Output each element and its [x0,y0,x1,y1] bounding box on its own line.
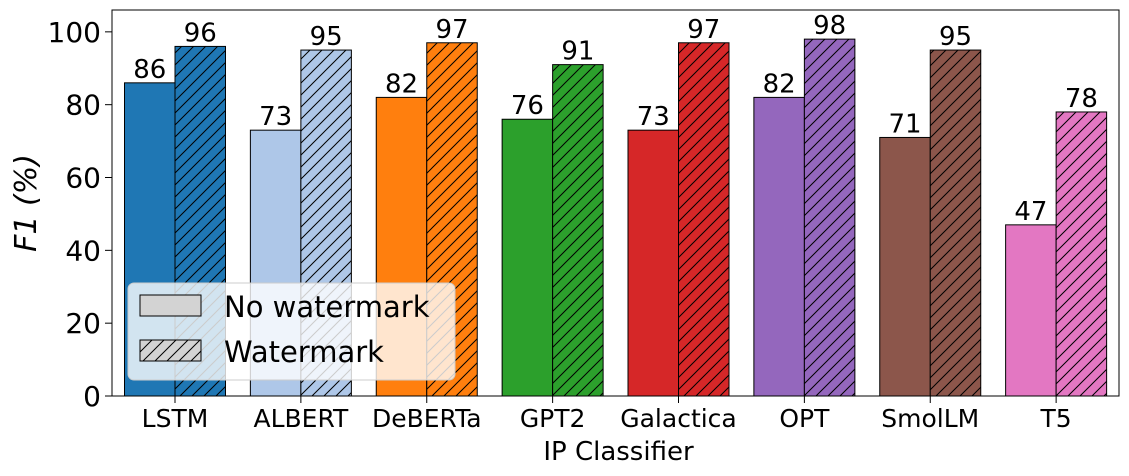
x-tick-label-opt: OPT [779,404,830,433]
bar-label-opt-no-watermark: 82 [763,69,796,99]
y-tick-label-100: 100 [48,16,101,49]
legend-label-watermark: Watermark [224,335,384,369]
bar-label-opt-watermark: 98 [813,11,846,41]
x-tick-label-smollm: SmolLM [881,404,979,433]
y-axis-ticks: 0 20 40 60 80 100 [48,16,112,413]
bar-hatch-t5-watermark [1056,111,1107,396]
bar-hatch-opt-watermark [804,39,855,396]
x-tick-label-deberta: DeBERTa [372,404,482,433]
bar-label-t5-watermark: 78 [1065,84,1098,114]
bar-label-deberta-watermark: 97 [435,15,468,45]
bar-label-smollm-watermark: 95 [939,22,972,52]
bar-galactica-no-watermark [627,129,679,397]
bar-label-galactica-watermark: 97 [687,15,720,45]
bar-hatch-gpt2-watermark [552,64,604,396]
bar-labels-group: 86 96 73 95 82 97 76 91 73 97 82 98 71 95 47 78 [133,11,1098,227]
plot-frame [111,9,1120,397]
bar-label-lstm-watermark: 96 [184,18,217,48]
bar-opt-no-watermark [753,96,805,397]
bar-label-smollm-no-watermark: 71 [888,109,921,139]
x-tick-label-t5: T5 [1040,404,1072,433]
y-tick-label-40: 40 [65,234,101,267]
legend-swatch-no-watermark [139,294,202,317]
bar-hatch-galactica-watermark [678,42,729,396]
bar-gpt2-no-watermark [501,118,554,397]
x-axis-title: IP Classifier [543,437,694,467]
legend: No watermark Watermark [127,282,456,381]
bar-label-t5-no-watermark: 47 [1014,197,1047,227]
bar-label-deberta-no-watermark: 82 [385,69,418,99]
y-tick-label-60: 60 [65,162,101,195]
bar-label-albert-watermark: 95 [310,22,343,52]
x-tick-label-lstm: LSTM [142,404,209,433]
x-tick-label-galactica: Galactica [620,404,737,433]
bar-label-gpt2-watermark: 91 [561,37,594,67]
legend-label-no-watermark: No watermark [224,290,430,324]
bar-label-gpt2-no-watermark: 76 [511,91,544,121]
bar-smollm-no-watermark [879,136,931,397]
y-tick-label-80: 80 [65,89,101,122]
bar-label-albert-no-watermark: 73 [259,102,292,132]
bar-t5-no-watermark [1005,224,1057,397]
legend-box [127,282,456,381]
bar-label-galactica-no-watermark: 73 [637,102,670,132]
bar-label-lstm-no-watermark: 86 [133,55,166,85]
x-tick-label-gpt2: GPT2 [520,404,586,433]
y-axis-title: F1 (%) [9,154,44,252]
y-tick-label-20: 20 [65,307,101,340]
y-tick-label-0: 0 [83,380,101,413]
x-axis-ticks: LSTM ALBERT DeBERTa GPT2 Galactica OPT SmolLM T… [142,396,1072,433]
legend-swatch-watermark [139,339,202,362]
bar-hatch-smollm-watermark [930,50,981,396]
x-tick-label-albert: ALBERT [253,404,349,433]
